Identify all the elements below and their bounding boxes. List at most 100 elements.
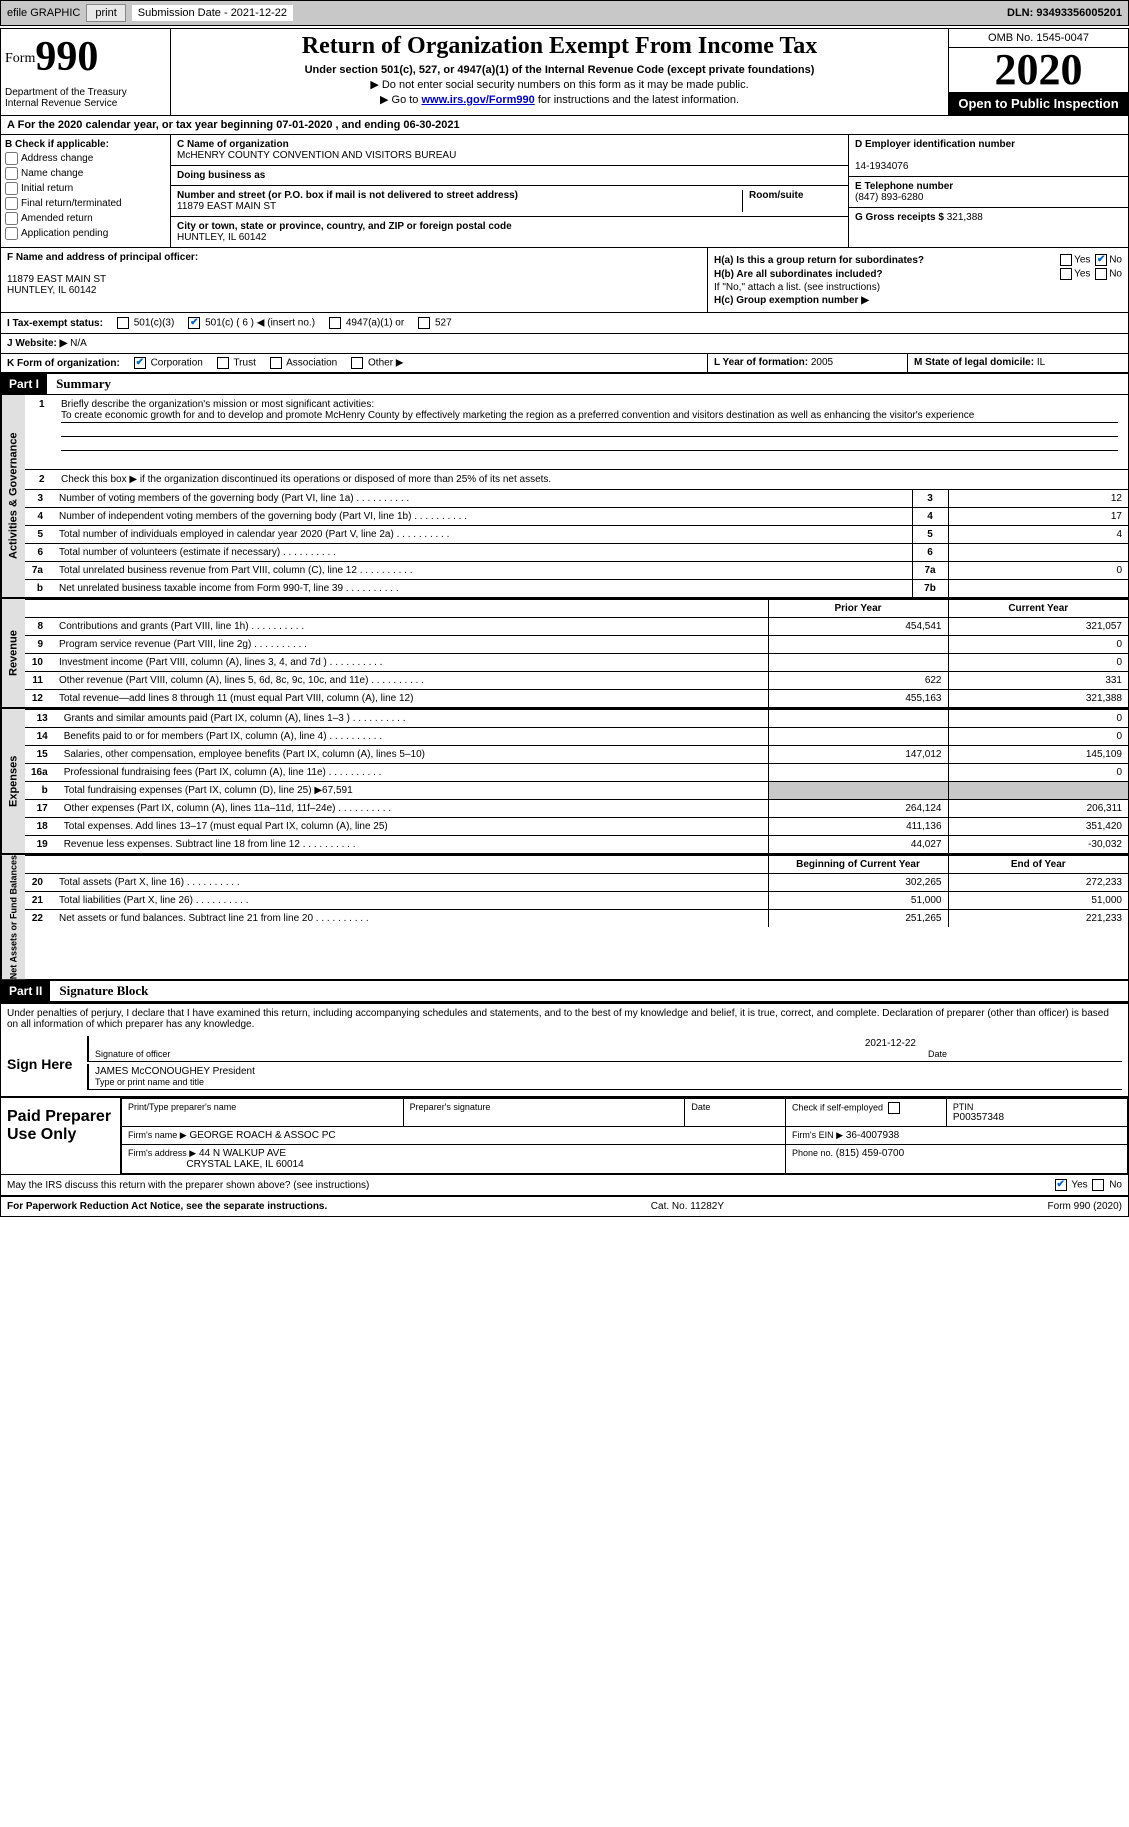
row-9: 9Program service revenue (Part VIII, lin… bbox=[25, 636, 1128, 654]
i-label: I Tax-exempt status: bbox=[7, 318, 103, 329]
line1-label: Briefly describe the organization's miss… bbox=[61, 399, 374, 410]
addr-label: Number and street (or P.O. box if mail i… bbox=[177, 190, 742, 201]
row-22: 22Net assets or fund balances. Subtract … bbox=[25, 910, 1128, 928]
m-label: M State of legal domicile: bbox=[914, 357, 1034, 368]
row-7a: 7aTotal unrelated business revenue from … bbox=[25, 562, 1128, 580]
website-value: N/A bbox=[70, 338, 87, 349]
ha-yes[interactable] bbox=[1060, 254, 1072, 266]
chk-name-change[interactable]: Name change bbox=[5, 167, 166, 180]
hc-label: H(c) Group exemption number ▶ bbox=[714, 295, 869, 306]
penalty-text: Under penalties of perjury, I declare th… bbox=[7, 1008, 1122, 1030]
box-b: B Check if applicable: Address change Na… bbox=[1, 135, 171, 247]
irs-discuss-yes[interactable] bbox=[1055, 1179, 1067, 1191]
chk-501c[interactable] bbox=[188, 317, 200, 329]
dept-label: Department of the Treasury Internal Reve… bbox=[5, 87, 166, 109]
chk-assoc[interactable] bbox=[270, 357, 282, 369]
side-net: Net Assets or Fund Balances bbox=[1, 855, 25, 979]
ha-no[interactable] bbox=[1095, 254, 1107, 266]
row-10: 10Investment income (Part VIII, column (… bbox=[25, 654, 1128, 672]
k-label: K Form of organization: bbox=[7, 358, 120, 369]
hb-no[interactable] bbox=[1095, 268, 1107, 280]
phone-label: E Telephone number bbox=[855, 181, 1122, 192]
l-label: L Year of formation: bbox=[714, 357, 808, 368]
chk-corp[interactable] bbox=[134, 357, 146, 369]
sig-date-label: Date bbox=[928, 1049, 1116, 1059]
box-h: H(a) Is this a group return for subordin… bbox=[708, 248, 1128, 312]
city-state-zip: HUNTLEY, IL 60142 bbox=[177, 232, 267, 243]
firm-name-label: Firm's name ▶ bbox=[128, 1130, 187, 1140]
j-label: J Website: ▶ bbox=[7, 338, 67, 349]
irs-discuss-no[interactable] bbox=[1092, 1179, 1104, 1191]
line-1: 1 Briefly describe the organization's mi… bbox=[25, 395, 1128, 470]
chk-address-change[interactable]: Address change bbox=[5, 152, 166, 165]
line-2: 2 Check this box ▶ if the organization d… bbox=[25, 470, 1128, 489]
street-address: 11879 EAST MAIN ST bbox=[177, 201, 276, 212]
firm-ein: 36-4007938 bbox=[846, 1130, 899, 1141]
signature-section: Under penalties of perjury, I declare th… bbox=[1, 1002, 1128, 1096]
form-header: Form990 Department of the Treasury Inter… bbox=[1, 29, 1128, 116]
officer-addr1: 11879 EAST MAIN ST bbox=[7, 274, 106, 285]
prep-sig-label: Preparer's signature bbox=[410, 1102, 679, 1112]
self-employed: Check if self-employed bbox=[792, 1102, 940, 1114]
sig-officer-label: Signature of officer bbox=[95, 1049, 916, 1059]
row-5: 5Total number of individuals employed in… bbox=[25, 526, 1128, 544]
hb-yes[interactable] bbox=[1060, 268, 1072, 280]
box-f: F Name and address of principal officer:… bbox=[1, 248, 708, 312]
net-header: Beginning of Current YearEnd of Year bbox=[25, 856, 1128, 874]
line-a: A For the 2020 calendar year, or tax yea… bbox=[1, 116, 1128, 135]
part-i-num: Part I bbox=[1, 374, 47, 394]
line-k-l-m: K Form of organization: Corporation Trus… bbox=[1, 354, 1128, 373]
section-f-h: F Name and address of principal officer:… bbox=[1, 248, 1128, 313]
part-i-title: Summary bbox=[56, 376, 111, 391]
irs-link[interactable]: www.irs.gov/Form990 bbox=[421, 94, 534, 106]
year-formation: 2005 bbox=[811, 357, 833, 368]
firm-addr-label: Firm's address ▶ bbox=[128, 1148, 196, 1158]
side-revenue: Revenue bbox=[1, 599, 25, 707]
chk-other[interactable] bbox=[351, 357, 363, 369]
chk-527[interactable] bbox=[418, 317, 430, 329]
form-container: Form990 Department of the Treasury Inter… bbox=[0, 28, 1129, 1217]
footer-left: For Paperwork Reduction Act Notice, see … bbox=[7, 1201, 327, 1212]
chk-trust[interactable] bbox=[217, 357, 229, 369]
chk-4947[interactable] bbox=[329, 317, 341, 329]
may-irs-text: May the IRS discuss this return with the… bbox=[7, 1180, 369, 1191]
phone-value: (847) 893-6280 bbox=[855, 192, 923, 203]
prep-table: Print/Type preparer's name Preparer's si… bbox=[121, 1098, 1128, 1174]
chk-amended-return[interactable]: Amended return bbox=[5, 212, 166, 225]
chk-final-return[interactable]: Final return/terminated bbox=[5, 197, 166, 210]
print-button[interactable]: print bbox=[86, 4, 125, 22]
chk-self-emp[interactable] bbox=[888, 1102, 900, 1114]
box-c: C Name of organization McHENRY COUNTY CO… bbox=[171, 135, 848, 247]
row-16b: bTotal fundraising expenses (Part IX, co… bbox=[25, 782, 1128, 800]
officer-label: F Name and address of principal officer: bbox=[7, 252, 198, 263]
form-subtitle: Under section 501(c), 527, or 4947(a)(1)… bbox=[177, 64, 942, 76]
gross-label: G Gross receipts $ bbox=[855, 212, 944, 223]
rev-header: Prior YearCurrent Year bbox=[25, 600, 1128, 618]
row-3: 3Number of voting members of the governi… bbox=[25, 490, 1128, 508]
row-21: 21Total liabilities (Part X, line 26)51,… bbox=[25, 892, 1128, 910]
box-d-e-g: D Employer identification number 14-1934… bbox=[848, 135, 1128, 247]
rev-table: Prior YearCurrent Year 8Contributions an… bbox=[25, 599, 1128, 707]
footer-right: Form 990 (2020) bbox=[1048, 1201, 1122, 1212]
net-table: Beginning of Current YearEnd of Year 20T… bbox=[25, 855, 1128, 927]
gross-value: 321,388 bbox=[947, 212, 983, 223]
ein-label: D Employer identification number bbox=[855, 139, 1122, 150]
tax-year: 2020 bbox=[949, 48, 1128, 92]
chk-initial-return[interactable]: Initial return bbox=[5, 182, 166, 195]
row-13: 13Grants and similar amounts paid (Part … bbox=[25, 710, 1128, 728]
prep-date-label: Date bbox=[691, 1102, 779, 1112]
chk-501c3[interactable] bbox=[117, 317, 129, 329]
exp-table: 13Grants and similar amounts paid (Part … bbox=[25, 709, 1128, 853]
chk-application-pending[interactable]: Application pending bbox=[5, 227, 166, 240]
firm-addr1: 44 N WALKUP AVE bbox=[199, 1148, 286, 1159]
open-inspection: Open to Public Inspection bbox=[949, 92, 1128, 115]
row-20: 20Total assets (Part X, line 16)302,2652… bbox=[25, 874, 1128, 892]
row-16a: 16aProfessional fundraising fees (Part I… bbox=[25, 764, 1128, 782]
header-right: OMB No. 1545-0047 2020 Open to Public In… bbox=[948, 29, 1128, 115]
firm-name: GEORGE ROACH & ASSOC PC bbox=[189, 1130, 335, 1141]
dba-label: Doing business as bbox=[177, 170, 265, 181]
line-a-text: For the 2020 calendar year, or tax year … bbox=[18, 119, 460, 131]
side-expenses: Expenses bbox=[1, 709, 25, 853]
officer-name: JAMES McCONOUGHEY President bbox=[95, 1066, 255, 1077]
sig-date-val: 2021-12-22 bbox=[865, 1038, 916, 1049]
